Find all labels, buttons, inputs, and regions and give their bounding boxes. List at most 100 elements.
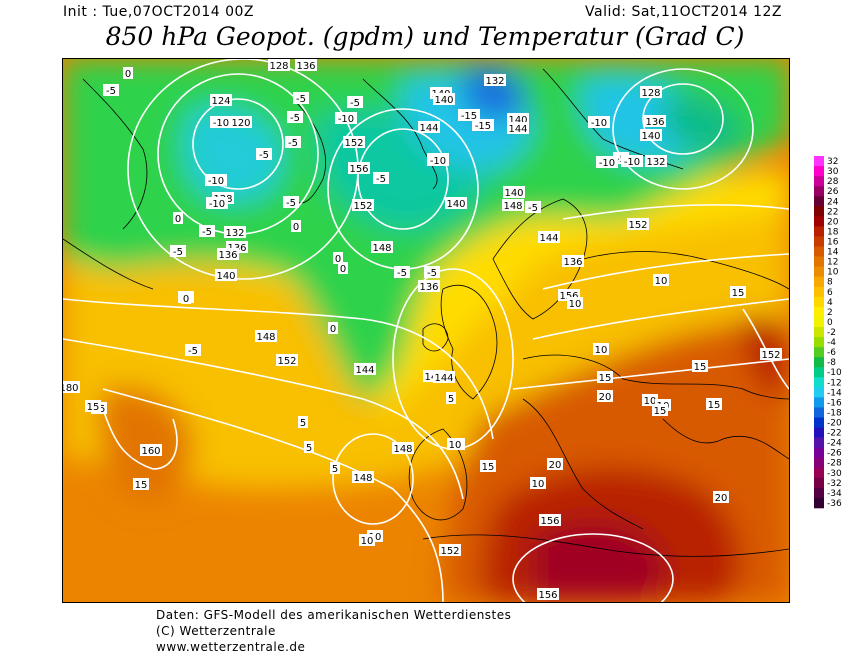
svg-text:-5: -5 (259, 150, 269, 161)
legend-swatch (814, 246, 824, 257)
temperature-label: 5 (446, 392, 456, 405)
svg-text:-10: -10 (430, 156, 446, 167)
legend-label: 10 (827, 268, 839, 278)
legend-label: 26 (827, 187, 839, 197)
legend-swatch (814, 367, 824, 378)
geopotential-label: 152 (276, 354, 298, 367)
legend-swatch (814, 357, 824, 368)
geopotential-label: 144 (538, 231, 560, 244)
geopotential-label: 144 (507, 122, 529, 135)
geopotential-label: 136 (644, 115, 666, 128)
temperature-label: 0 (173, 212, 183, 225)
svg-text:152: 152 (353, 201, 372, 212)
footer-website: www.wetterzentrale.de (156, 640, 306, 654)
svg-text:140: 140 (216, 271, 235, 282)
svg-text:-15: -15 (475, 121, 491, 132)
svg-text:128: 128 (641, 88, 660, 99)
temperature-label: 10 (653, 274, 669, 287)
legend-swatch (814, 206, 824, 217)
svg-text:-10: -10 (599, 158, 615, 169)
geopotential-label: 148 (502, 199, 524, 212)
svg-text:0: 0 (293, 222, 299, 233)
legend-label: -10 (827, 368, 842, 378)
svg-text:15: 15 (599, 373, 612, 384)
legend-label: -8 (827, 358, 836, 368)
legend-swatch (814, 387, 824, 398)
legend-label: -4 (827, 338, 836, 348)
legend-swatch (814, 347, 824, 358)
legend-swatch (814, 487, 824, 499)
svg-text:5: 5 (300, 418, 306, 429)
legend-swatch (814, 457, 824, 469)
legend-label: -2 (827, 328, 836, 338)
svg-text:20: 20 (549, 460, 562, 471)
svg-text:136: 136 (645, 117, 664, 128)
svg-text:136: 136 (296, 61, 315, 72)
geopotential-label: 148 (392, 442, 414, 455)
svg-text:-10: -10 (624, 157, 640, 168)
legend-swatch (814, 236, 824, 247)
svg-text:-5: -5 (427, 268, 437, 279)
legend-label: 16 (827, 237, 839, 247)
temperature-label: -5 (424, 266, 440, 279)
legend-label: -34 (827, 489, 842, 499)
legend-label: 2 (827, 308, 833, 318)
temperature-label: 10 (447, 438, 463, 451)
svg-text:136: 136 (419, 282, 438, 293)
legend-swatch (814, 337, 824, 348)
svg-text:148: 148 (256, 332, 275, 343)
geopotential-label: 124 (210, 94, 232, 107)
geopotential-label: 136 (295, 59, 317, 72)
legend-label: -36 (827, 499, 842, 509)
legend-swatch (814, 266, 824, 277)
svg-text:120: 120 (231, 118, 250, 129)
geopotential-label: 152 (439, 544, 461, 557)
svg-text:-5: -5 (376, 174, 386, 185)
legend-swatch (814, 186, 824, 197)
svg-text:144: 144 (419, 123, 438, 134)
svg-text:-10: -10 (209, 199, 225, 210)
geopotential-label: 148 (371, 241, 393, 254)
svg-text:10: 10 (361, 536, 374, 547)
temperature-label: -5 (293, 92, 309, 105)
svg-text:136: 136 (218, 250, 237, 261)
legend-label: -26 (827, 449, 842, 459)
temperature-label: -5 (256, 148, 272, 161)
svg-text:-5: -5 (397, 268, 407, 279)
svg-text:5: 5 (332, 464, 338, 475)
temperature-label: 20 (547, 458, 563, 471)
geopotential-label: 136 (562, 255, 584, 268)
svg-text:132: 132 (485, 76, 504, 87)
temperature-label: 0 (333, 252, 343, 265)
svg-text:15: 15 (732, 288, 745, 299)
svg-text:156: 156 (559, 291, 578, 302)
contour-labels: 1281361241201321281361401441401521561521… (63, 59, 782, 601)
geopotential-label: 140 (503, 186, 525, 199)
legend-label: 14 (827, 248, 839, 258)
legend-label: 18 (827, 227, 839, 237)
svg-text:152: 152 (628, 220, 647, 231)
temperature-label: 15 (652, 404, 668, 417)
geopotential-label: 132 (645, 155, 667, 168)
legend-swatch (814, 417, 824, 428)
temperature-label: -10 (210, 116, 232, 129)
svg-text:140: 140 (504, 188, 523, 199)
temperature-label: 10 (642, 394, 658, 407)
temperature-label: -5 (199, 225, 215, 238)
temperature-label: 0 (291, 220, 301, 233)
svg-text:152: 152 (440, 546, 459, 557)
temperature-label: -5 (103, 84, 119, 97)
geopotential-label: 128 (640, 86, 662, 99)
svg-text:0: 0 (125, 69, 131, 80)
legend-swatch (814, 306, 824, 318)
svg-text:0: 0 (183, 294, 189, 305)
valid-time: Valid: Sat,11OCT2014 12Z (585, 4, 782, 20)
geopotential-label: 156 (539, 514, 561, 527)
legend-label: -28 (827, 459, 842, 469)
svg-text:10: 10 (569, 299, 582, 310)
legend-label: 12 (827, 258, 838, 268)
svg-text:132: 132 (225, 228, 244, 239)
legend-label: -14 (827, 388, 842, 398)
temperature-label: 15 (480, 460, 496, 473)
svg-text:10: 10 (449, 440, 462, 451)
